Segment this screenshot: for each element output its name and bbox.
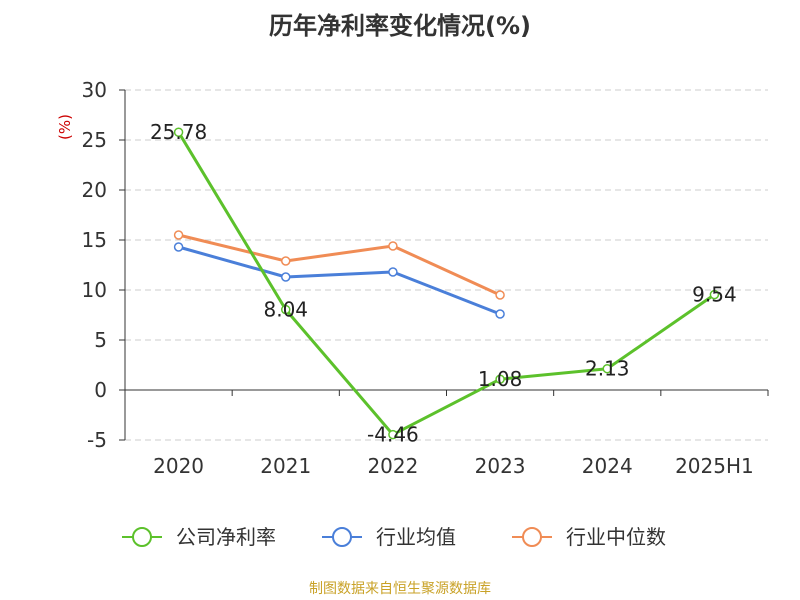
legend-marker (132, 527, 152, 547)
data-point (388, 241, 398, 251)
series-line (178, 233, 501, 297)
y-tick-label: 10 (82, 278, 107, 302)
legend-label: 行业均值 (376, 525, 456, 549)
footer-source: 制图数据来自恒生聚源数据库 (309, 581, 491, 597)
data-point (281, 256, 291, 266)
series-line (177, 131, 716, 437)
x-tick-label: 2024 (582, 454, 633, 478)
x-tick-label: 2021 (260, 454, 311, 478)
data-point (281, 304, 291, 315)
data-point (709, 289, 720, 300)
legend-label: 公司净利率 (176, 525, 276, 549)
y-tick-label: -5 (87, 428, 107, 452)
x-tick-label: 2023 (475, 454, 526, 478)
data-point (495, 374, 505, 384)
data-label: -4.46 (367, 423, 419, 447)
data-point (173, 230, 184, 240)
data-point (281, 272, 291, 282)
data-label: 8.04 (263, 298, 308, 322)
legend-marker (332, 527, 352, 547)
data-point (495, 309, 505, 319)
data-label: 9.54 (692, 283, 737, 307)
legend-label: 行业中位数 (566, 525, 666, 549)
data-point (173, 242, 184, 252)
data-label: 25.78 (150, 120, 207, 144)
data-label: 2.13 (585, 357, 630, 381)
x-tick-label: 2020 (153, 454, 204, 478)
data-point (495, 290, 505, 300)
series-line (178, 245, 501, 316)
chart-title: 历年净利率变化情况(%) (269, 12, 531, 40)
x-tick-label: 2025H1 (675, 454, 754, 478)
data-point (388, 429, 398, 440)
data-label: 1.08 (478, 367, 523, 391)
y-tick-label: 15 (82, 228, 107, 252)
y-tick-label: 25 (82, 128, 107, 152)
y-tick-label: 30 (82, 78, 107, 102)
data-point (602, 363, 612, 374)
y-tick-label: 0 (94, 378, 107, 402)
y-axis-label: (%) (56, 114, 74, 140)
data-point (173, 127, 184, 137)
x-tick-label: 2022 (367, 454, 418, 478)
y-tick-label: 5 (94, 328, 107, 352)
legend-marker (522, 527, 542, 547)
y-tick-label: 20 (82, 178, 107, 202)
data-point (388, 267, 398, 277)
